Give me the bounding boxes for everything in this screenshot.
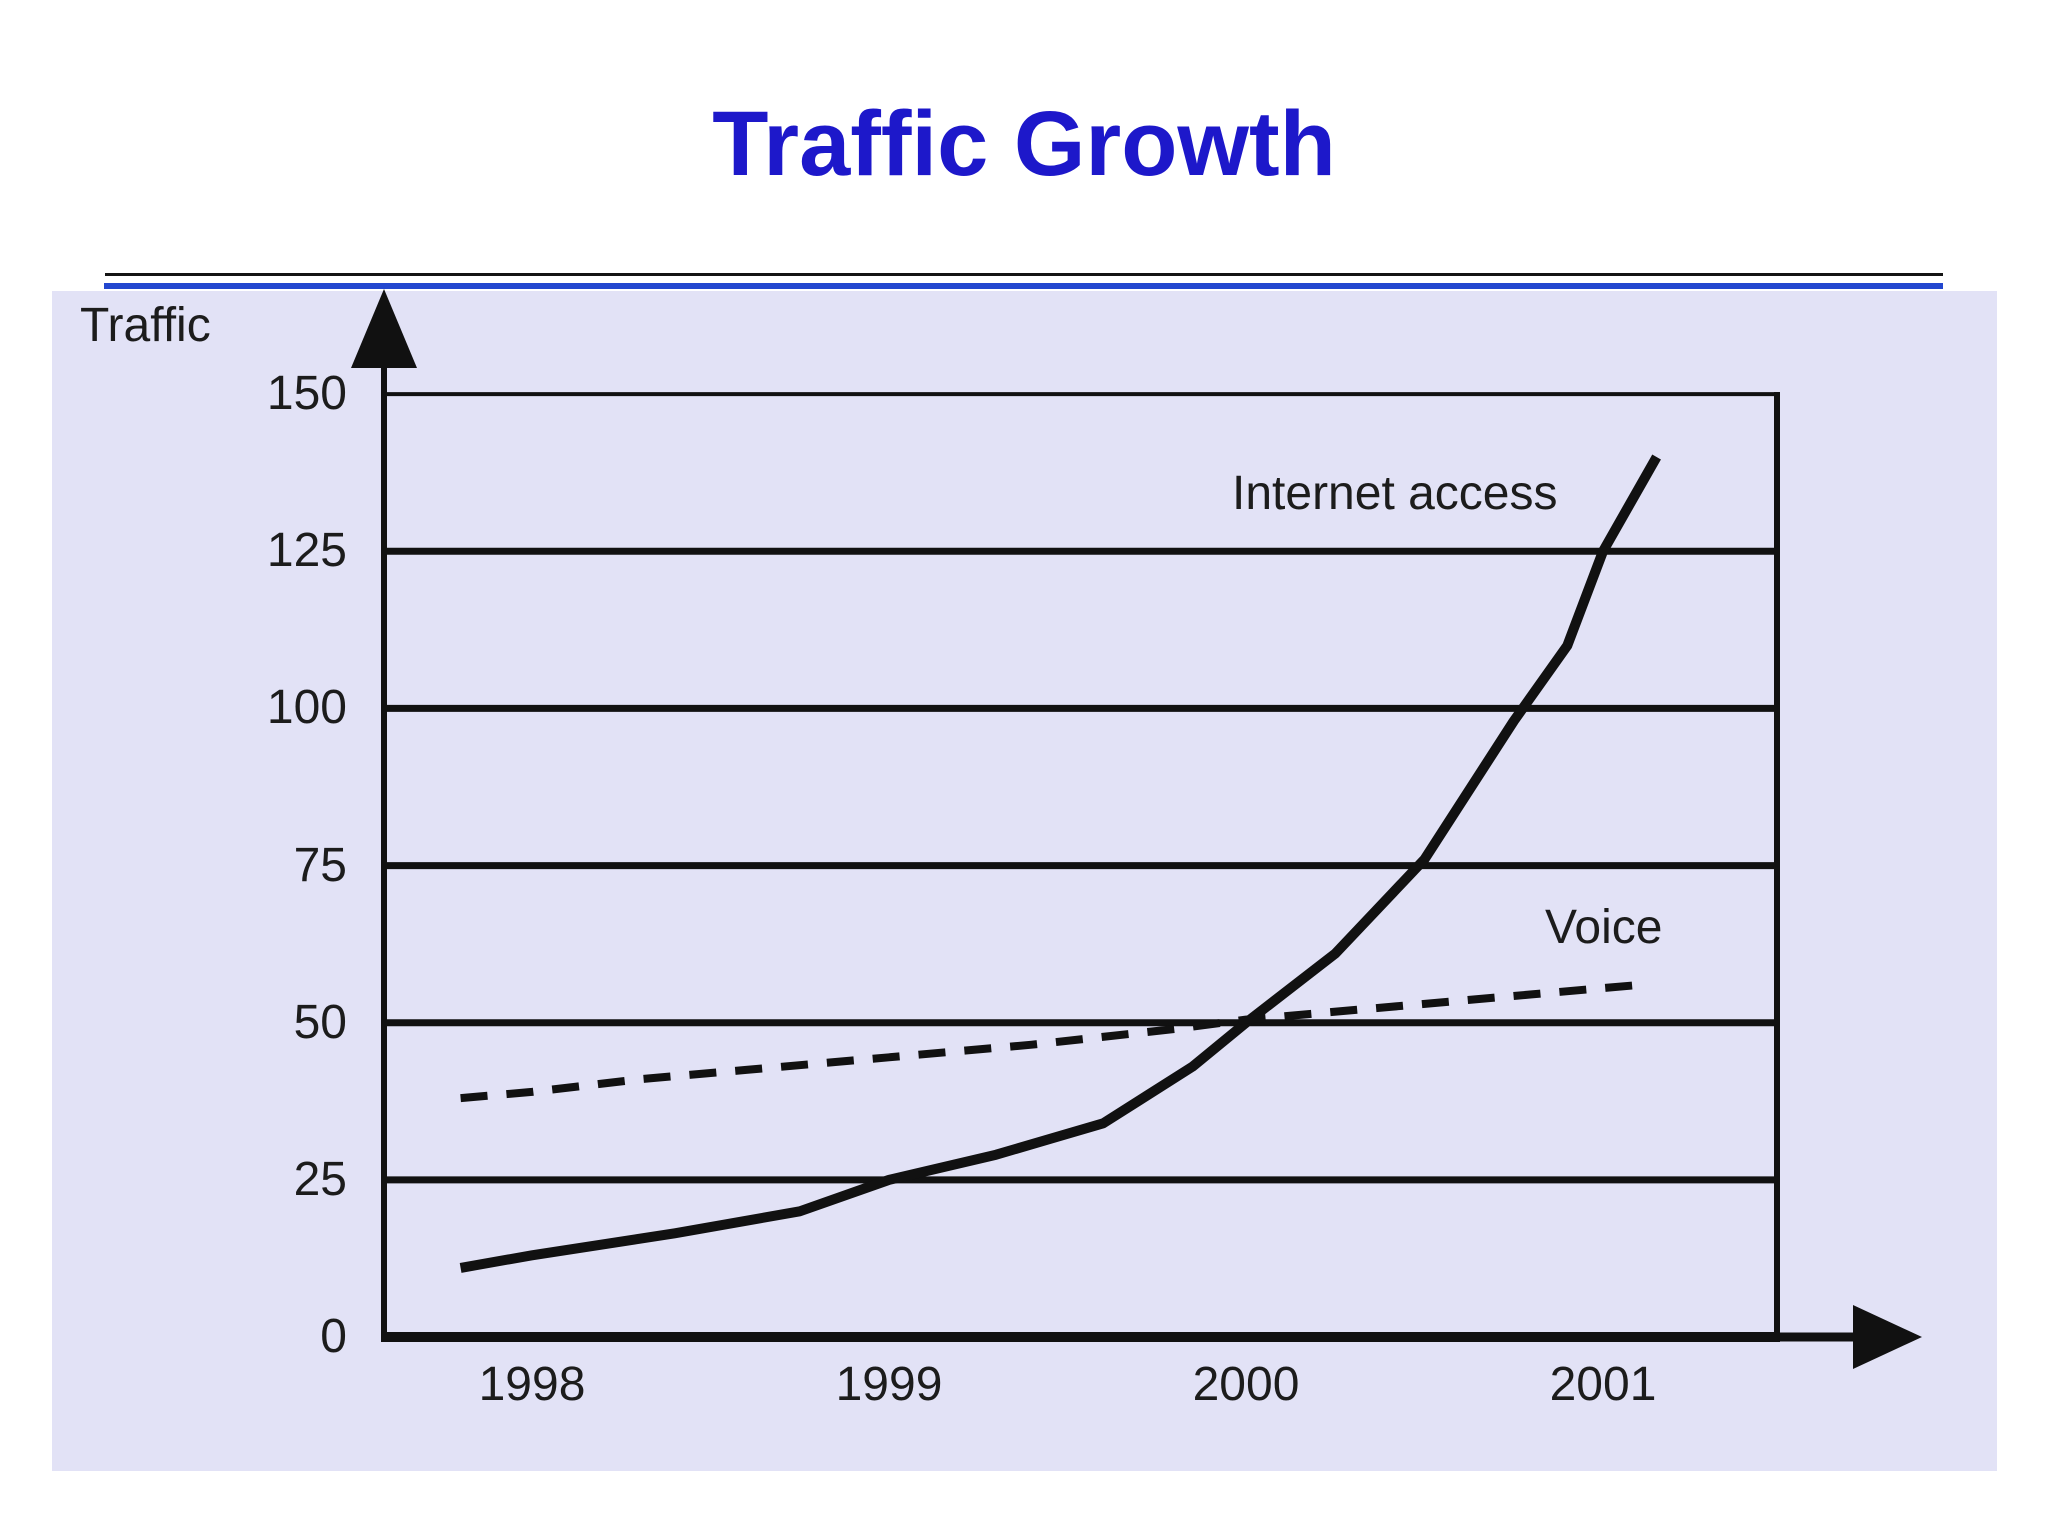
y-tick-label-100: 100 <box>266 681 347 735</box>
slide-title: Traffic Growth <box>712 93 1336 195</box>
y-tick-label-25: 25 <box>293 1152 347 1206</box>
y-axis-title: Traffic <box>80 299 211 352</box>
separator-line-black <box>105 273 1943 276</box>
x-tick-label-1998: 1998 <box>478 1358 586 1411</box>
y-tick-label-0: 0 <box>320 1310 347 1363</box>
y-tick-label-50: 50 <box>293 995 347 1049</box>
series-label-internet-access: Internet access <box>1232 467 1558 520</box>
x-tick-label-1999: 1999 <box>835 1358 943 1411</box>
x-tick-label-2000: 2000 <box>1192 1358 1300 1411</box>
y-tick-label-150: 150 <box>266 367 347 421</box>
separator-line-blue <box>104 283 1943 289</box>
series-label-voice: Voice <box>1545 901 1663 954</box>
x-tick-label-2001: 2001 <box>1549 1358 1657 1411</box>
y-tick-label-75: 75 <box>293 838 347 892</box>
y-tick-label-125: 125 <box>266 524 347 578</box>
